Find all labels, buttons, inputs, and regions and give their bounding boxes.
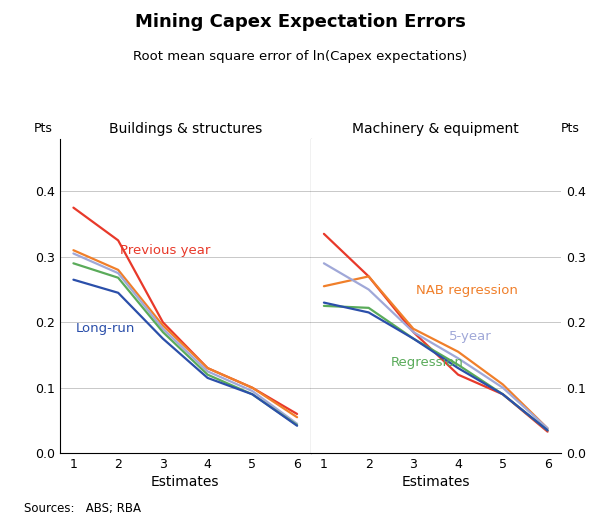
Text: NAB regression: NAB regression (416, 285, 517, 297)
X-axis label: Estimates: Estimates (401, 475, 470, 489)
Text: 5-year: 5-year (449, 330, 492, 343)
Text: Previous year: Previous year (121, 244, 211, 257)
Text: Root mean square error of ln(Capex expectations): Root mean square error of ln(Capex expec… (133, 50, 467, 63)
Text: Pts: Pts (560, 122, 580, 135)
Text: Sources:   ABS; RBA: Sources: ABS; RBA (24, 501, 141, 515)
X-axis label: Estimates: Estimates (151, 475, 220, 489)
Text: Long-run: Long-run (76, 322, 135, 335)
Text: Mining Capex Expectation Errors: Mining Capex Expectation Errors (134, 13, 466, 31)
Title: Buildings & structures: Buildings & structures (109, 122, 262, 136)
Title: Machinery & equipment: Machinery & equipment (352, 122, 519, 136)
Text: Pts: Pts (34, 122, 53, 135)
Text: Regression: Regression (391, 356, 464, 369)
